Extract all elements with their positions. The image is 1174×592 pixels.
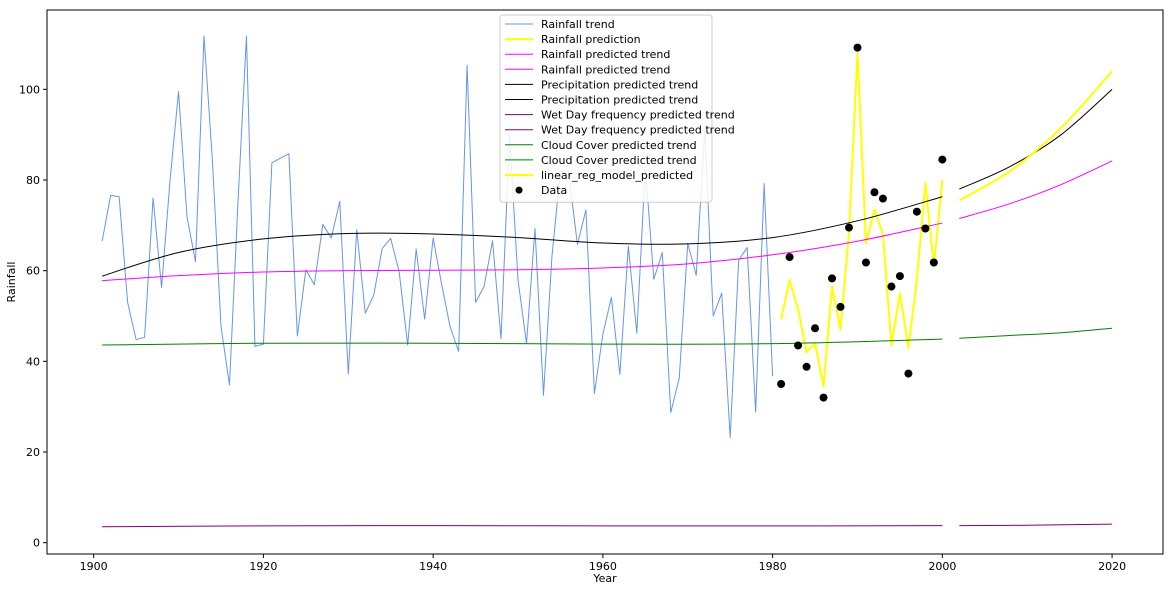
y-axis-label: Rainfall [5, 262, 18, 303]
data-point-1991 [861, 258, 870, 267]
legend-box [499, 14, 713, 203]
x-tick-label-2000: 2000 [928, 560, 956, 573]
series-line-rainfall-prediction-1 [780, 52, 944, 388]
legend: Rainfall trend Rainfall prediction Rainfal… [499, 14, 735, 203]
data-point-1992 [870, 188, 879, 197]
legend-label-rainfall-prediction-1: Rainfall prediction [541, 33, 641, 46]
legend-label-data-11: Data [541, 184, 567, 197]
data-point-1989 [844, 223, 853, 232]
data-point-1986 [819, 393, 828, 402]
legend-marker-data [515, 186, 523, 194]
y-tick-label-40: 40 [26, 355, 40, 368]
legend-label-precipitation-predicted-trend-5: Precipitation predicted trend [541, 94, 698, 107]
data-point-1997 [912, 207, 921, 216]
legend-label-wet-day-frequency-predicted-trend-6: Wet Day frequency predicted trend [541, 109, 735, 122]
legend-label-rainfall-predicted-trend-3: Rainfall predicted trend [541, 63, 670, 76]
y-axis: 0 20 40 60 80 100 [19, 83, 47, 550]
x-tick-label-1960: 1960 [589, 560, 617, 573]
legend-label-rainfall-predicted-trend-2: Rainfall predicted trend [541, 48, 670, 61]
x-tick-label-1980: 1980 [759, 560, 787, 573]
data-point-1984 [802, 362, 811, 371]
data-point-1994 [887, 282, 896, 291]
plot-frame [46, 9, 1164, 555]
data-point-2000 [938, 155, 947, 164]
series-line-linear-reg-model-predicted-10 [958, 70, 1113, 202]
x-tick-label-1940: 1940 [419, 560, 447, 573]
legend-label-precipitation-predicted-trend-4: Precipitation predicted trend [541, 78, 698, 91]
y-tick-label-0: 0 [33, 537, 40, 550]
legend-label-wet-day-frequency-predicted-trend-7: Wet Day frequency predicted trend [541, 124, 735, 137]
series-layer [101, 35, 1113, 528]
data-point-1981 [777, 380, 786, 388]
series-line-cloud-cover-predicted-trend-9 [959, 327, 1113, 339]
data-point-1993 [878, 194, 887, 203]
series-line-rainfall-predicted-trend-2 [102, 222, 943, 282]
data-point-1999 [929, 258, 938, 267]
data-point-1995 [895, 272, 904, 281]
scatter-layer [777, 43, 947, 402]
series-line-wet-day-frequency-predicted-trend-7 [959, 523, 1113, 527]
series-line-precipitation-predicted-trend-4 [102, 196, 943, 277]
data-point-1996 [904, 369, 913, 378]
data-point-1998 [921, 224, 930, 233]
series-line-precipitation-predicted-trend-5 [959, 88, 1113, 190]
data-point-1988 [836, 302, 845, 311]
data-point-1985 [811, 324, 820, 333]
legend-label-cloud-cover-predicted-trend-8: Cloud Cover predicted trend [541, 139, 697, 152]
y-tick-label-100: 100 [19, 83, 40, 96]
legend-label-rainfall-trend-0: Rainfall trend [541, 18, 615, 31]
data-point-1983 [794, 341, 803, 350]
data-point-1990 [853, 43, 862, 52]
x-axis-label: Year [592, 572, 617, 585]
series-line-wet-day-frequency-predicted-trend-6 [102, 525, 943, 528]
series-line-rainfall-trend-0 [101, 35, 774, 438]
y-tick-label-60: 60 [26, 265, 40, 278]
y-tick-label-20: 20 [26, 446, 40, 459]
x-tick-label-2020: 2020 [1098, 560, 1126, 573]
data-point-1987 [828, 274, 837, 283]
data-point-1982 [785, 253, 794, 262]
legend-label-linear-reg-model-predicted-10: linear_reg_model_predicted [541, 169, 693, 182]
y-tick-label-80: 80 [26, 174, 40, 187]
legend-label-cloud-cover-predicted-trend-9: Cloud Cover predicted trend [541, 154, 697, 167]
x-axis: 1900 1920 1940 1960 1980 2000 2020 [80, 554, 1126, 573]
x-tick-label-1920: 1920 [249, 560, 277, 573]
series-line-rainfall-predicted-trend-3 [959, 160, 1113, 220]
x-tick-label-1900: 1900 [80, 560, 108, 573]
